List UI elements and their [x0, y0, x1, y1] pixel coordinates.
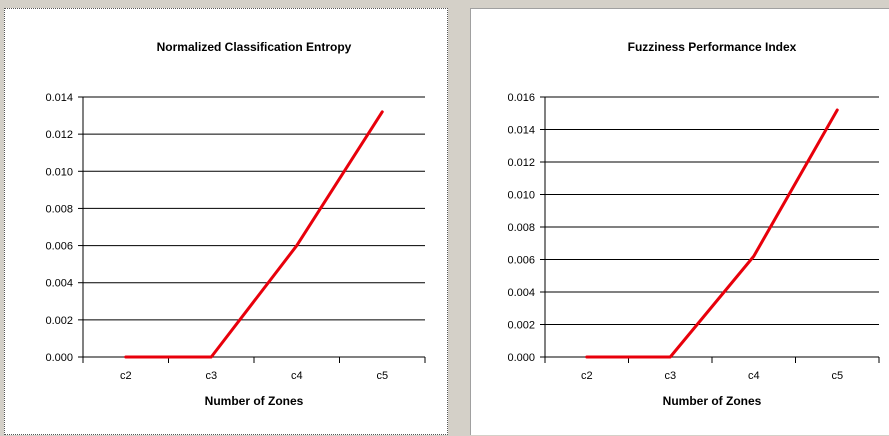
y-tick-label: 0.012 — [45, 129, 73, 141]
x-tick-label: c4 — [291, 370, 303, 382]
y-tick-label: 0.014 — [507, 125, 535, 137]
y-tick-label: 0.010 — [507, 190, 535, 202]
x-tick-label: c3 — [205, 370, 217, 382]
x-axis-title: Number of Zones — [205, 394, 304, 408]
nce-chart: Normalized Classification Entropy 0.000 0.… — [45, 40, 426, 408]
series-line — [124, 110, 384, 359]
chart-panel-fpi: Fuzziness Performance Index 0.000 0.002 0.0… — [470, 8, 889, 435]
x-tick-label: c4 — [748, 370, 760, 382]
x-axis-title: Number of Zones — [663, 394, 762, 408]
chart-panel-nce: Normalized Classification Entropy 0.000 0.… — [4, 8, 448, 435]
chart-title: Normalized Classification Entropy — [157, 40, 352, 54]
x-tick-label: c2 — [581, 370, 593, 382]
fpi-chart: Fuzziness Performance Index 0.000 0.002 0.0… — [507, 40, 880, 408]
y-tick-label: 0.000 — [507, 352, 535, 364]
x-tick-label: c5 — [831, 370, 843, 382]
chart-title: Fuzziness Performance Index — [628, 40, 797, 54]
y-tick-label: 0.002 — [507, 320, 535, 332]
y-tick-label: 0.014 — [45, 92, 73, 104]
x-tick-label: c3 — [664, 370, 676, 382]
y-tick-label: 0.016 — [507, 92, 535, 104]
y-tick-label: 0.008 — [507, 222, 535, 234]
x-tick-label: c5 — [376, 370, 388, 382]
x-tick-label: c2 — [120, 370, 132, 382]
y-tick-label: 0.004 — [507, 287, 535, 299]
y-tick-label: 0.006 — [507, 255, 535, 267]
y-tick-label: 0.002 — [45, 315, 73, 327]
y-tick-label: 0.012 — [507, 157, 535, 169]
y-tick-label: 0.000 — [45, 352, 73, 364]
y-tick-label: 0.008 — [45, 203, 73, 215]
y-tick-label: 0.010 — [45, 166, 73, 178]
y-tick-label: 0.006 — [45, 241, 73, 253]
series-line — [585, 108, 839, 359]
y-tick-label: 0.004 — [45, 278, 73, 290]
